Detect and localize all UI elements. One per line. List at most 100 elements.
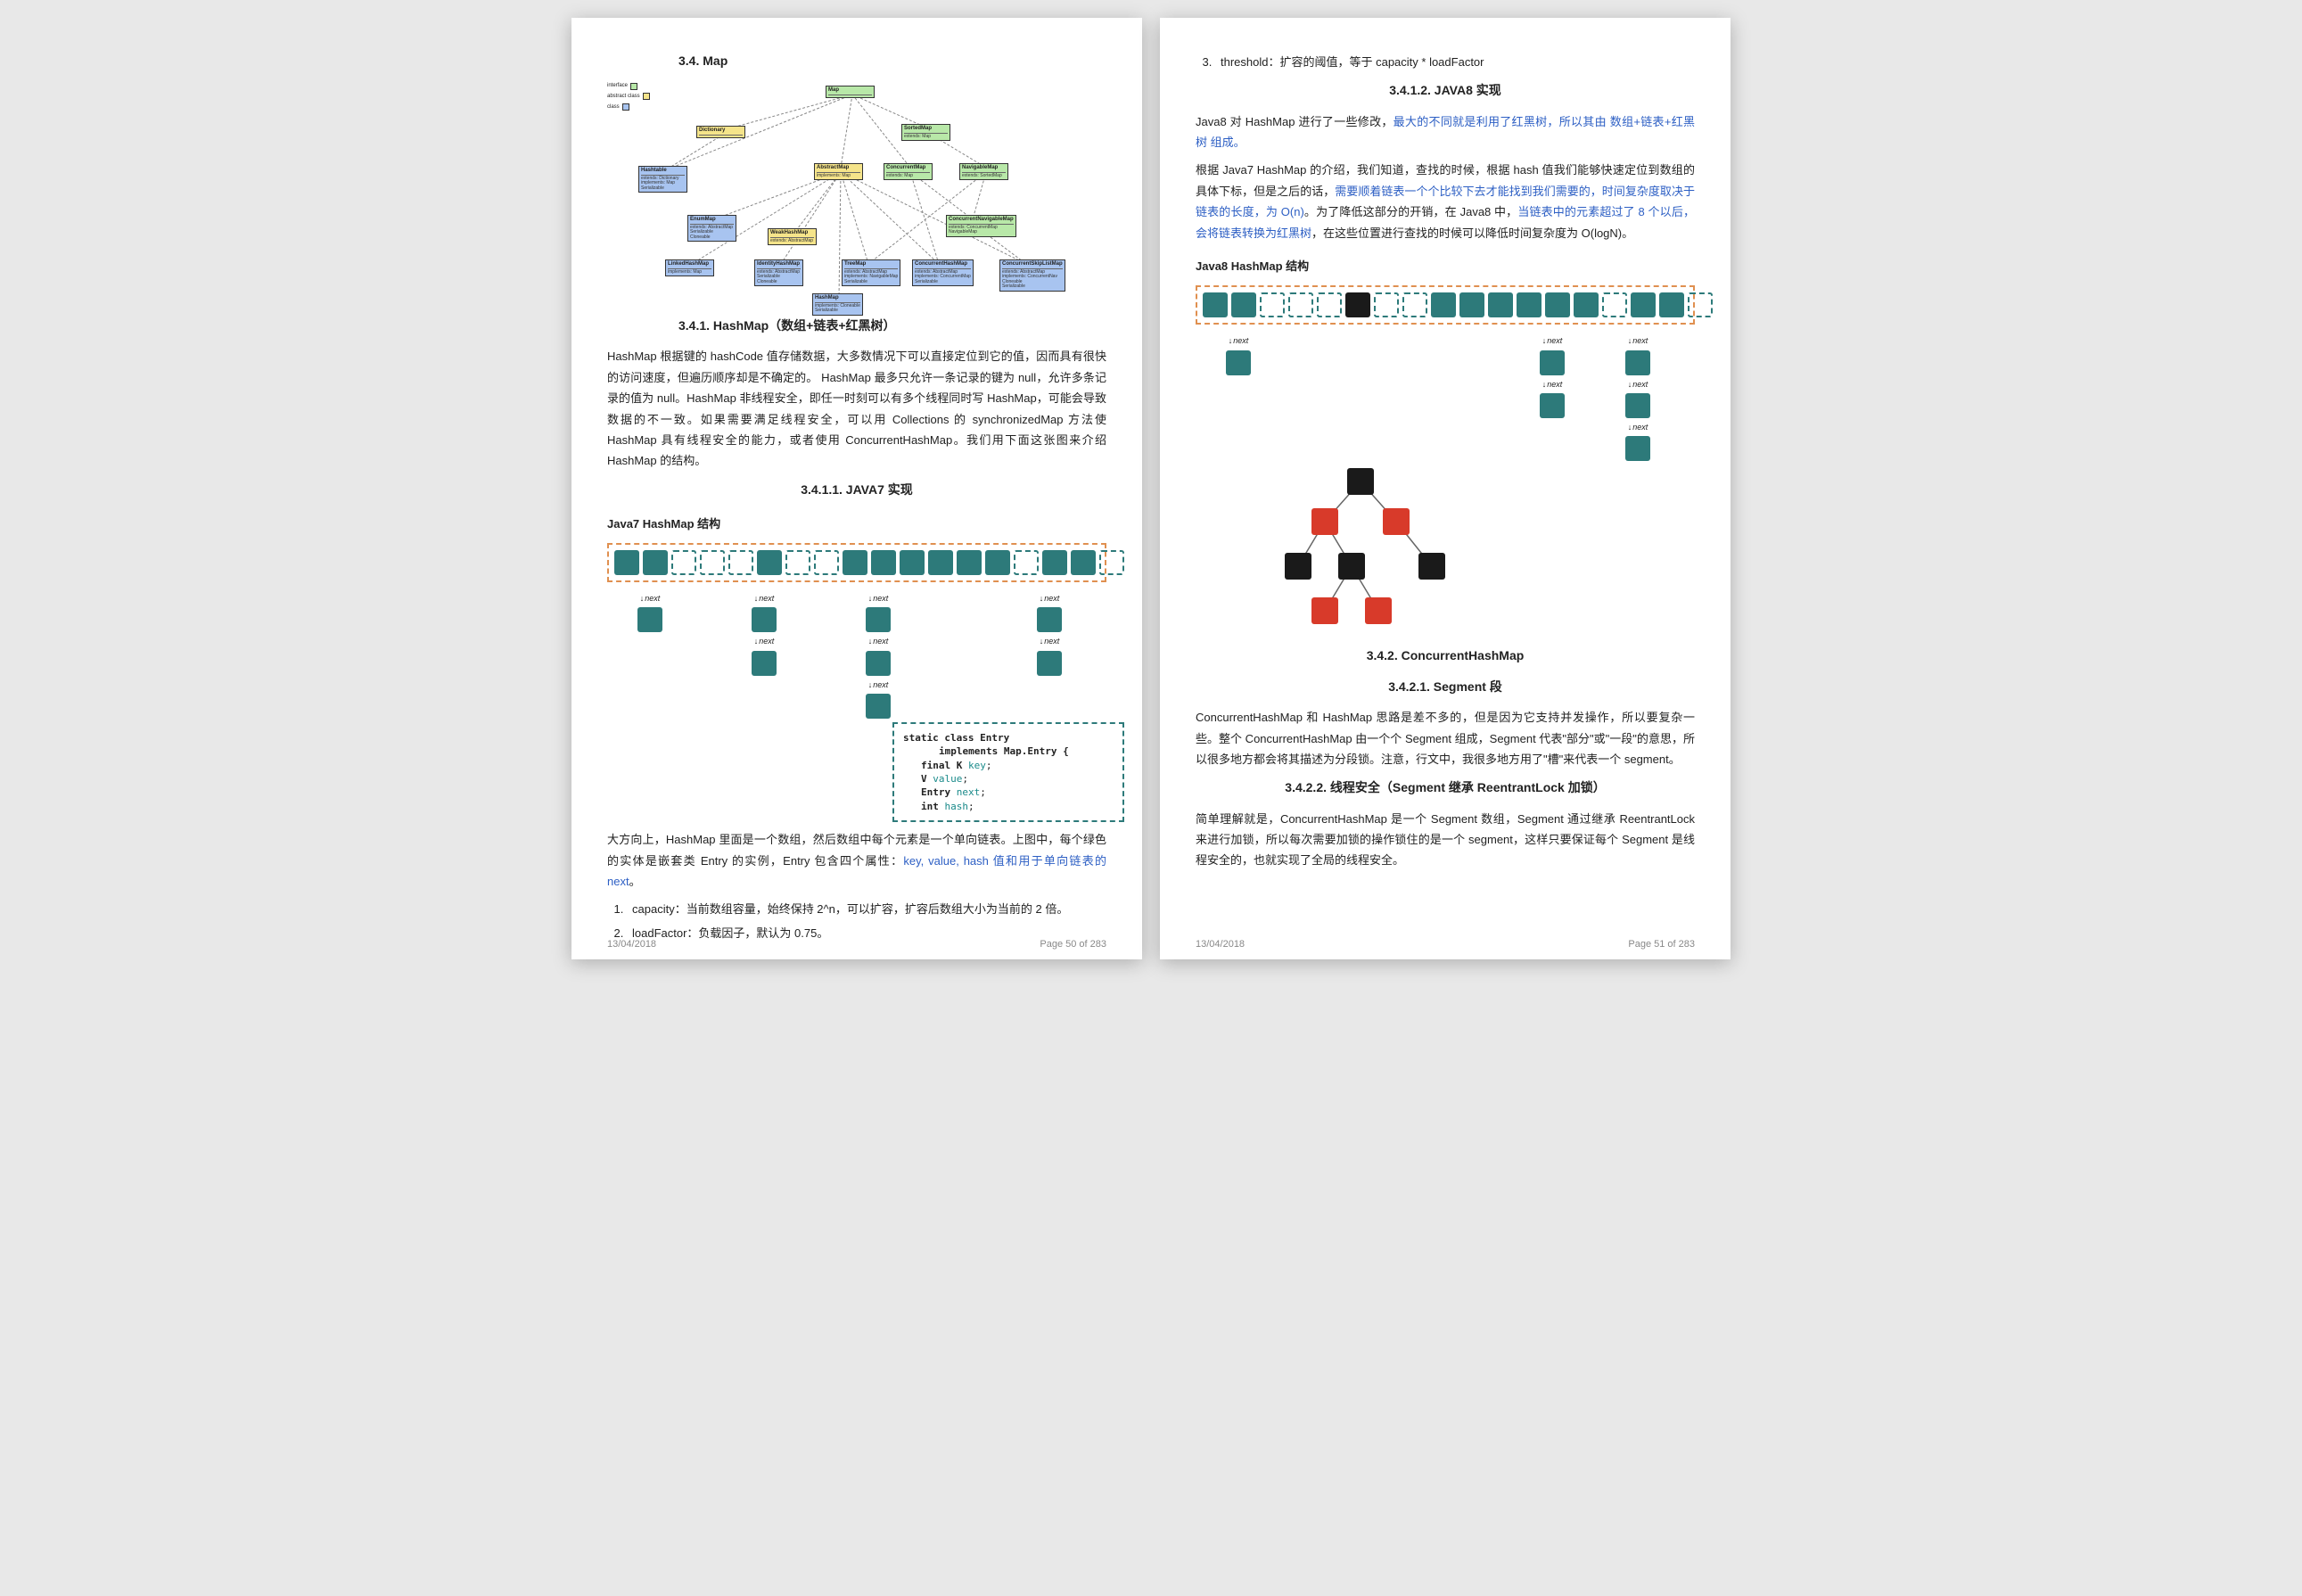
heading-3-4-2-1: 3.4.2.1. Segment 段	[1196, 676, 1695, 698]
uml-node-weak: WeakHashMapextends: AbstractMap	[768, 228, 817, 245]
uml-node-concmap: ConcurrentMapextends: Map	[884, 163, 933, 180]
java7-struct-label: Java7 HashMap 结构	[607, 514, 1106, 534]
array-cell	[1488, 292, 1513, 317]
array-cell	[1317, 292, 1342, 317]
java8-diagram: nextnextnextnextnextnext	[1196, 285, 1695, 629]
uml-node-chm: ConcurrentHashMapextends: AbstractMapimp…	[912, 259, 974, 286]
array-cell	[1203, 292, 1228, 317]
tree-node	[1347, 468, 1374, 495]
array-cell	[1574, 292, 1599, 317]
chain-node	[1540, 393, 1565, 418]
tree-node	[1285, 553, 1311, 580]
tree-node	[1418, 553, 1445, 580]
array-cell	[728, 550, 753, 575]
heading-3-4-1: 3.4.1. HashMap（数组+链表+红黑树）	[678, 315, 1106, 337]
chain-node	[866, 694, 891, 719]
tree-node	[1338, 553, 1365, 580]
uml-node-absmap: AbstractMapimplements: Map	[814, 163, 863, 180]
uml-node-sorted: SortedMapextends: Map	[901, 124, 950, 141]
array-cell	[814, 550, 839, 575]
entry-code: static class Entryimplements Map.Entry {…	[892, 722, 1124, 822]
array-cell	[843, 550, 867, 575]
uml-node-enummap: EnumMapextends: AbstractMapSerializableC…	[687, 215, 736, 242]
array-cell	[1545, 292, 1570, 317]
uml-node-cslm: ConcurrentSkipListMapextends: AbstractMa…	[999, 259, 1065, 292]
li-threshold: threshold：扩容的阈值，等于 capacity * loadFactor	[1215, 52, 1695, 72]
chain-node	[752, 651, 777, 676]
array-cell	[1374, 292, 1399, 317]
entry-desc: 大方向上，HashMap 里面是一个数组，然后数组中每个元素是一个单向链表。上图…	[607, 829, 1106, 892]
uml-node-tmap: TreeMapextends: AbstractMapimplements: N…	[842, 259, 900, 286]
array-cell	[1071, 550, 1096, 575]
array-cell	[1014, 550, 1039, 575]
heading-3-4-2: 3.4.2. ConcurrentHashMap	[1196, 645, 1695, 667]
array-cell	[1517, 292, 1542, 317]
array-cell	[1260, 292, 1285, 317]
array-cell	[1099, 550, 1124, 575]
array-cell	[1042, 550, 1067, 575]
uml-node-hmap: HashMapimplements: CloneableSerializable	[812, 293, 863, 316]
chain-node	[1037, 651, 1062, 676]
uml-node-dict: Dictionary	[696, 126, 745, 138]
java7-array	[607, 543, 1106, 582]
array-cell	[614, 550, 639, 575]
array-cell	[1631, 292, 1656, 317]
array-cell	[1231, 292, 1256, 317]
map-uml-diagram: interface abstract class class MapDictio…	[607, 81, 1106, 304]
array-cell	[985, 550, 1010, 575]
params-list-cont: threshold：扩容的阈值，等于 capacity * loadFactor	[1215, 52, 1695, 72]
page-right: threshold：扩容的阈值，等于 capacity * loadFactor…	[1160, 18, 1731, 959]
array-cell	[900, 550, 925, 575]
uml-node-map: Map	[826, 86, 875, 98]
uml-node-idhm: IdentityHashMapextends: AbstractMapSeria…	[754, 259, 803, 286]
chain-node	[1226, 350, 1251, 375]
array-cell	[785, 550, 810, 575]
array-cell	[1345, 292, 1370, 317]
page-footer: 13/04/2018Page 50 of 283	[607, 936, 1106, 954]
tree-node	[1383, 508, 1410, 535]
rb-tree	[1196, 468, 1695, 629]
array-cell	[700, 550, 725, 575]
array-cell	[871, 550, 896, 575]
chain-node	[866, 607, 891, 632]
java8-intro: Java8 对 HashMap 进行了一些修改，最大的不同就是利用了红黑树，所以…	[1196, 111, 1695, 153]
uml-node-hasht: Hashtableextends: Dictionaryimplements: …	[638, 166, 687, 193]
hashmap-intro: HashMap 根据键的 hashCode 值存储数据，大多数情况下可以直接定位…	[607, 346, 1106, 471]
array-cell	[1402, 292, 1427, 317]
array-cell	[1288, 292, 1313, 317]
tree-node	[1311, 508, 1338, 535]
chain-node	[1625, 393, 1650, 418]
chain-node	[637, 607, 662, 632]
array-cell	[1459, 292, 1484, 317]
tree-node	[1311, 597, 1338, 624]
array-cell	[671, 550, 696, 575]
uml-node-lhm: LinkedHashMapimplements: Map	[665, 259, 714, 276]
page-footer: 13/04/2018Page 51 of 283	[1196, 936, 1695, 954]
array-cell	[1602, 292, 1627, 317]
array-cell	[1431, 292, 1456, 317]
uml-node-concnav: ConcurrentNavigableMapextends: Concurren…	[946, 215, 1016, 237]
uml-node-navmap: NavigableMapextends: SortedMap	[959, 163, 1008, 180]
chain-node	[866, 651, 891, 676]
heading-3-4-2-2: 3.4.2.2. 线程安全（Segment 继承 ReentrantLock 加…	[1196, 777, 1695, 799]
page-left: 3.4. Map interface abstract class class …	[571, 18, 1142, 959]
tree-node	[1365, 597, 1392, 624]
array-cell	[643, 550, 668, 575]
chain-node	[1540, 350, 1565, 375]
chain-node	[1625, 436, 1650, 461]
threadsafe-desc: 简单理解就是，ConcurrentHashMap 是一个 Segment 数组，…	[1196, 809, 1695, 871]
array-cell	[928, 550, 953, 575]
array-cell	[757, 550, 782, 575]
java8-array	[1196, 285, 1695, 325]
java7-chains: nextnextnextnextnextnextnextnextstatic c…	[607, 591, 1106, 822]
chain-node	[1625, 350, 1650, 375]
heading-3-4: 3.4. Map	[678, 50, 1106, 72]
array-cell	[1659, 292, 1684, 317]
array-cell	[1688, 292, 1713, 317]
segment-desc: ConcurrentHashMap 和 HashMap 思路是差不多的，但是因为…	[1196, 707, 1695, 769]
java8-detail: 根据 Java7 HashMap 的介绍，我们知道，查找的时候，根据 hash …	[1196, 160, 1695, 243]
chain-node	[752, 607, 777, 632]
li-capacity: capacity：当前数组容量，始终保持 2^n，可以扩容，扩容后数组大小为当前…	[627, 899, 1106, 919]
chain-node	[1037, 607, 1062, 632]
java8-struct-label: Java8 HashMap 结构	[1196, 256, 1695, 276]
